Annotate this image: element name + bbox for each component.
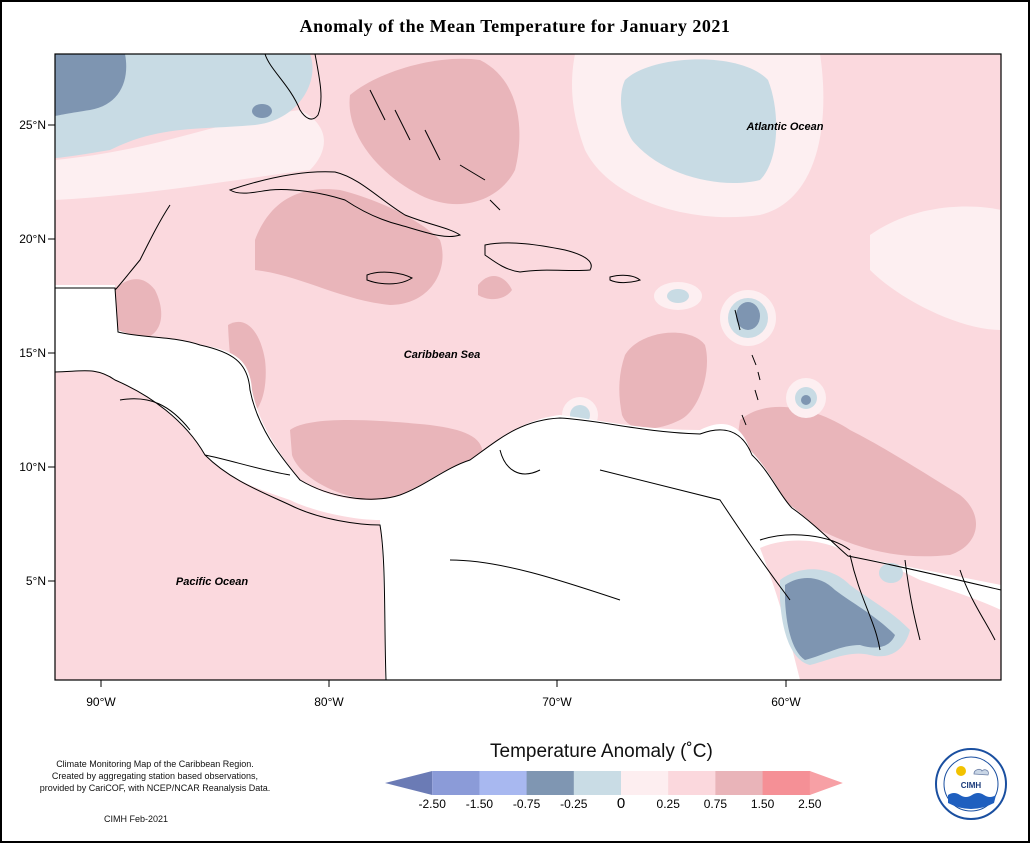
cimh-logo: CIMH — [935, 748, 1007, 820]
coast-pacific — [55, 370, 387, 680]
coast-hispaniola — [484, 242, 592, 273]
lon-tick-label: 60°W — [771, 695, 801, 709]
legend-tick-label: -1.50 — [466, 797, 494, 811]
lon-axis: 90°W 80°W 70°W 60°W — [86, 680, 801, 709]
legend-labels: -2.50 -1.50 -0.75 -0.25 0 0.25 0.75 1.50 2.50 — [419, 795, 822, 812]
cool-zone-atlantic — [620, 59, 777, 184]
lat-tick-label: 15°N — [19, 346, 46, 360]
credit-line: provided by CariCOF, with NCEP/NCAR Rean… — [39, 783, 271, 793]
water-icon — [948, 793, 996, 809]
coastlines — [55, 54, 1001, 680]
cold-spot-barbados — [801, 395, 811, 405]
anomaly-field — [55, 54, 1001, 680]
border-central-america — [119, 398, 291, 476]
coast-lesser-antilles — [734, 309, 761, 426]
credit-text: Climate Monitoring Map of the Caribbean … — [10, 758, 300, 794]
coast-maracaibo — [499, 449, 541, 475]
warm-zone-east-caribbean — [619, 332, 708, 429]
near-zero-zone-gulf — [55, 110, 324, 200]
legend-tick-label: 1.50 — [751, 797, 775, 811]
legend-swatch — [385, 771, 433, 795]
sun-icon — [956, 766, 966, 776]
legend-colorbar — [385, 771, 843, 795]
cold-zone-gulf-west — [55, 54, 127, 116]
cloud-icon — [973, 768, 989, 776]
legend-tick-label: -0.75 — [513, 797, 541, 811]
coast-south — [55, 287, 1001, 591]
cool-spot-virgin-islands — [667, 289, 689, 303]
near-zero-zone-east — [870, 206, 1001, 330]
legend-tick-label: 0.25 — [657, 797, 681, 811]
warm-zone-cuba — [255, 189, 443, 305]
plot-border — [54, 53, 1002, 681]
legend-swatch — [432, 771, 480, 795]
label-atlantic-ocean: Atlantic Ocean — [745, 121, 823, 133]
legend-tick-label: -2.50 — [419, 797, 447, 811]
lon-tick-label: 90°W — [86, 695, 116, 709]
lat-tick-label: 5°N — [26, 574, 46, 588]
lat-axis: 25°N 20°N 15°N 10°N 5°N — [19, 118, 55, 588]
pacific-anomaly-zone-2 — [55, 370, 385, 680]
lon-tick-label: 80°W — [314, 695, 344, 709]
coast-jamaica — [366, 271, 413, 285]
legend-swatch — [526, 771, 575, 795]
legend-tick-label: 2.50 — [798, 797, 822, 811]
credit-line: Created by aggregating station based obs… — [51, 771, 259, 781]
legend-title: Temperature Anomaly (˚C) — [490, 741, 713, 762]
border-venezuela — [449, 469, 791, 601]
warm-zone-guyana-coast — [735, 406, 977, 557]
lat-tick-label: 10°N — [19, 460, 46, 474]
logo-text: CIMH — [961, 781, 982, 790]
warm-zone-belize — [105, 279, 162, 340]
legend-swatch — [715, 771, 764, 795]
coast-cuba — [228, 171, 462, 238]
coast-florida — [264, 54, 322, 120]
lat-tick-label: 20°N — [19, 232, 46, 246]
cold-zone-guyana — [785, 578, 895, 660]
cool-spot-suriname — [879, 563, 903, 583]
legend-swatch — [762, 771, 811, 795]
label-pacific-ocean: Pacific Ocean — [176, 576, 248, 588]
lat-tick-label: 25°N — [19, 118, 46, 132]
warm-zone-bahamas — [349, 58, 520, 205]
legend-tick-label: 0 — [617, 795, 625, 812]
cold-spot-florida — [252, 104, 272, 118]
coast-guianas-borders — [759, 534, 996, 651]
cold-spot-guadeloupe — [736, 302, 760, 330]
label-caribbean-sea: Caribbean Sea — [404, 349, 480, 361]
legend-swatch — [573, 771, 622, 795]
lon-tick-label: 70°W — [542, 695, 572, 709]
legend-swatch — [668, 771, 716, 795]
legend-swatch — [621, 771, 669, 795]
map-title: Anomaly of the Mean Temperature for Janu… — [299, 16, 731, 36]
legend-tick-label: 0.75 — [704, 797, 728, 811]
legend-swatch — [479, 771, 528, 795]
warm-zone-hispaniola — [478, 275, 512, 300]
legend-swatch — [809, 771, 843, 795]
credit-line: Climate Monitoring Map of the Caribbean … — [56, 759, 254, 769]
coast-yucatan — [114, 204, 171, 291]
coast-bahamas — [369, 89, 501, 211]
credit-date: CIMH Feb-2021 — [104, 814, 169, 824]
coast-puerto-rico — [609, 274, 642, 284]
legend-tick-label: -0.25 — [560, 797, 588, 811]
